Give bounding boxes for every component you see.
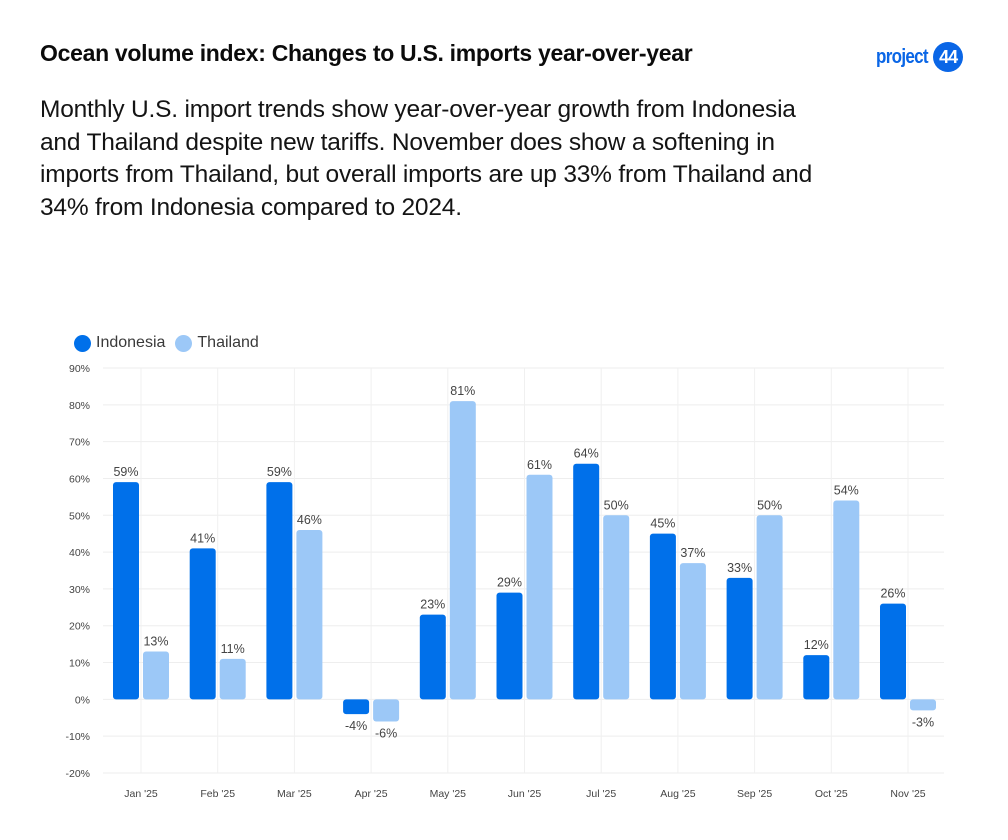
data-label-indonesia: 23% (420, 598, 445, 612)
y-tick-label: 70% (69, 437, 90, 449)
bars (113, 401, 936, 722)
y-axis: -20% -10% 0% 10% 20% 30% 40% 50% 60% 70% 80% 90% (65, 363, 90, 780)
bar-indonesia-sep-25 (726, 577, 753, 700)
legend-swatch-indonesia-icon (74, 334, 91, 352)
bar-thailand-feb-25 (219, 658, 246, 700)
x-tick-label: Aug '25 (660, 788, 695, 800)
y-tick-label: -20% (65, 768, 90, 780)
data-label-thailand: 46% (297, 513, 322, 527)
bar-indonesia-apr-25 (343, 699, 370, 715)
data-label-thailand: 54% (834, 484, 859, 498)
bar-indonesia-nov-25 (880, 603, 906, 700)
data-label-indonesia: 64% (574, 447, 599, 461)
bar-thailand-sep-25 (756, 515, 783, 700)
data-label-indonesia: 59% (267, 465, 292, 479)
chart-title: Ocean volume index: Changes to U.S. impo… (40, 40, 693, 66)
x-tick-label: Jan '25 (124, 788, 158, 800)
x-tick-label: Nov '25 (890, 788, 925, 800)
x-tick-label: Sep '25 (737, 788, 772, 800)
data-label-indonesia: 45% (650, 517, 675, 531)
data-label-thailand: 11% (221, 642, 245, 656)
data-label-indonesia: -4% (345, 719, 367, 733)
bar-thailand-aug-25 (679, 563, 706, 700)
data-label-thailand: 61% (527, 458, 552, 472)
x-tick-label: May '25 (430, 788, 467, 800)
bar-indonesia-jan-25 (113, 482, 139, 700)
logo-text: project (876, 45, 929, 68)
bar-indonesia-aug-25 (649, 533, 676, 700)
bar-indonesia-oct-25 (803, 655, 830, 700)
x-tick-label: Apr '25 (355, 788, 388, 800)
data-label-indonesia: 12% (804, 638, 829, 652)
bar-thailand-jun-25 (526, 474, 553, 700)
x-tick-label: Mar '25 (277, 788, 312, 800)
y-tick-label: 80% (69, 400, 90, 412)
data-labels: 59% 41% 59% -4% 23% 29% 64% 45% 33% 12% 26% 13% 11% 4… (113, 384, 934, 740)
x-tick-label: Feb '25 (200, 788, 235, 800)
chart-description: Monthly U.S. import trends show year-ove… (40, 96, 813, 221)
legend-swatch-thailand-icon (175, 334, 193, 352)
data-label-thailand: 50% (604, 498, 629, 512)
x-tick-label: Jun '25 (508, 788, 542, 800)
bar-thailand-oct-25 (833, 500, 860, 700)
y-tick-label: 20% (69, 621, 90, 633)
data-label-indonesia: 59% (113, 465, 138, 479)
data-label-thailand: 50% (757, 498, 782, 512)
bar-indonesia-may-25 (419, 614, 446, 700)
data-label-indonesia: 26% (880, 587, 905, 601)
x-tick-label: Oct '25 (815, 788, 848, 800)
data-label-thailand: 13% (143, 635, 168, 649)
bar-thailand-nov-25 (910, 699, 936, 711)
bar-indonesia-jun-25 (496, 592, 523, 700)
legend-item-indonesia[interactable]: Indonesia (74, 334, 165, 352)
y-tick-label: 60% (69, 473, 90, 485)
data-label-thailand: 81% (450, 384, 475, 398)
bar-thailand-jan-25 (143, 651, 169, 700)
y-tick-label: -10% (65, 731, 90, 743)
y-tick-label: 0% (75, 694, 90, 706)
x-axis: Jan '25 Feb '25 Mar '25 Apr '25 May '25 Jun '… (124, 788, 926, 800)
data-label-thailand: -6% (375, 726, 397, 740)
data-label-thailand: -3% (912, 715, 934, 729)
legend-item-thailand[interactable]: Thailand (175, 334, 259, 352)
data-label-indonesia: 29% (497, 576, 522, 590)
y-tick-label: 50% (69, 510, 90, 522)
y-tick-label: 90% (69, 363, 90, 375)
y-tick-label: 40% (69, 547, 90, 559)
bar-thailand-apr-25 (373, 699, 400, 722)
bar-thailand-mar-25 (296, 530, 323, 700)
legend-label-thailand: Thailand (197, 334, 259, 351)
bar-indonesia-mar-25 (266, 482, 293, 700)
project44-logo: project 44 (876, 42, 964, 72)
gridlines (103, 367, 944, 774)
bar-indonesia-jul-25 (573, 463, 600, 700)
x-tick-label: Jul '25 (586, 788, 616, 800)
legend-label-indonesia: Indonesia (96, 334, 166, 351)
y-tick-label: 30% (69, 584, 90, 596)
y-tick-label: 10% (69, 658, 90, 670)
data-label-thailand: 37% (680, 546, 705, 560)
bar-thailand-may-25 (449, 401, 476, 700)
bar-thailand-jul-25 (603, 515, 630, 700)
data-label-indonesia: 41% (190, 531, 215, 545)
bar-indonesia-feb-25 (189, 548, 216, 700)
chart-legend: Indonesia Thailand (74, 334, 269, 352)
logo-badge-icon: 44 (933, 42, 964, 72)
data-label-indonesia: 33% (727, 561, 752, 575)
